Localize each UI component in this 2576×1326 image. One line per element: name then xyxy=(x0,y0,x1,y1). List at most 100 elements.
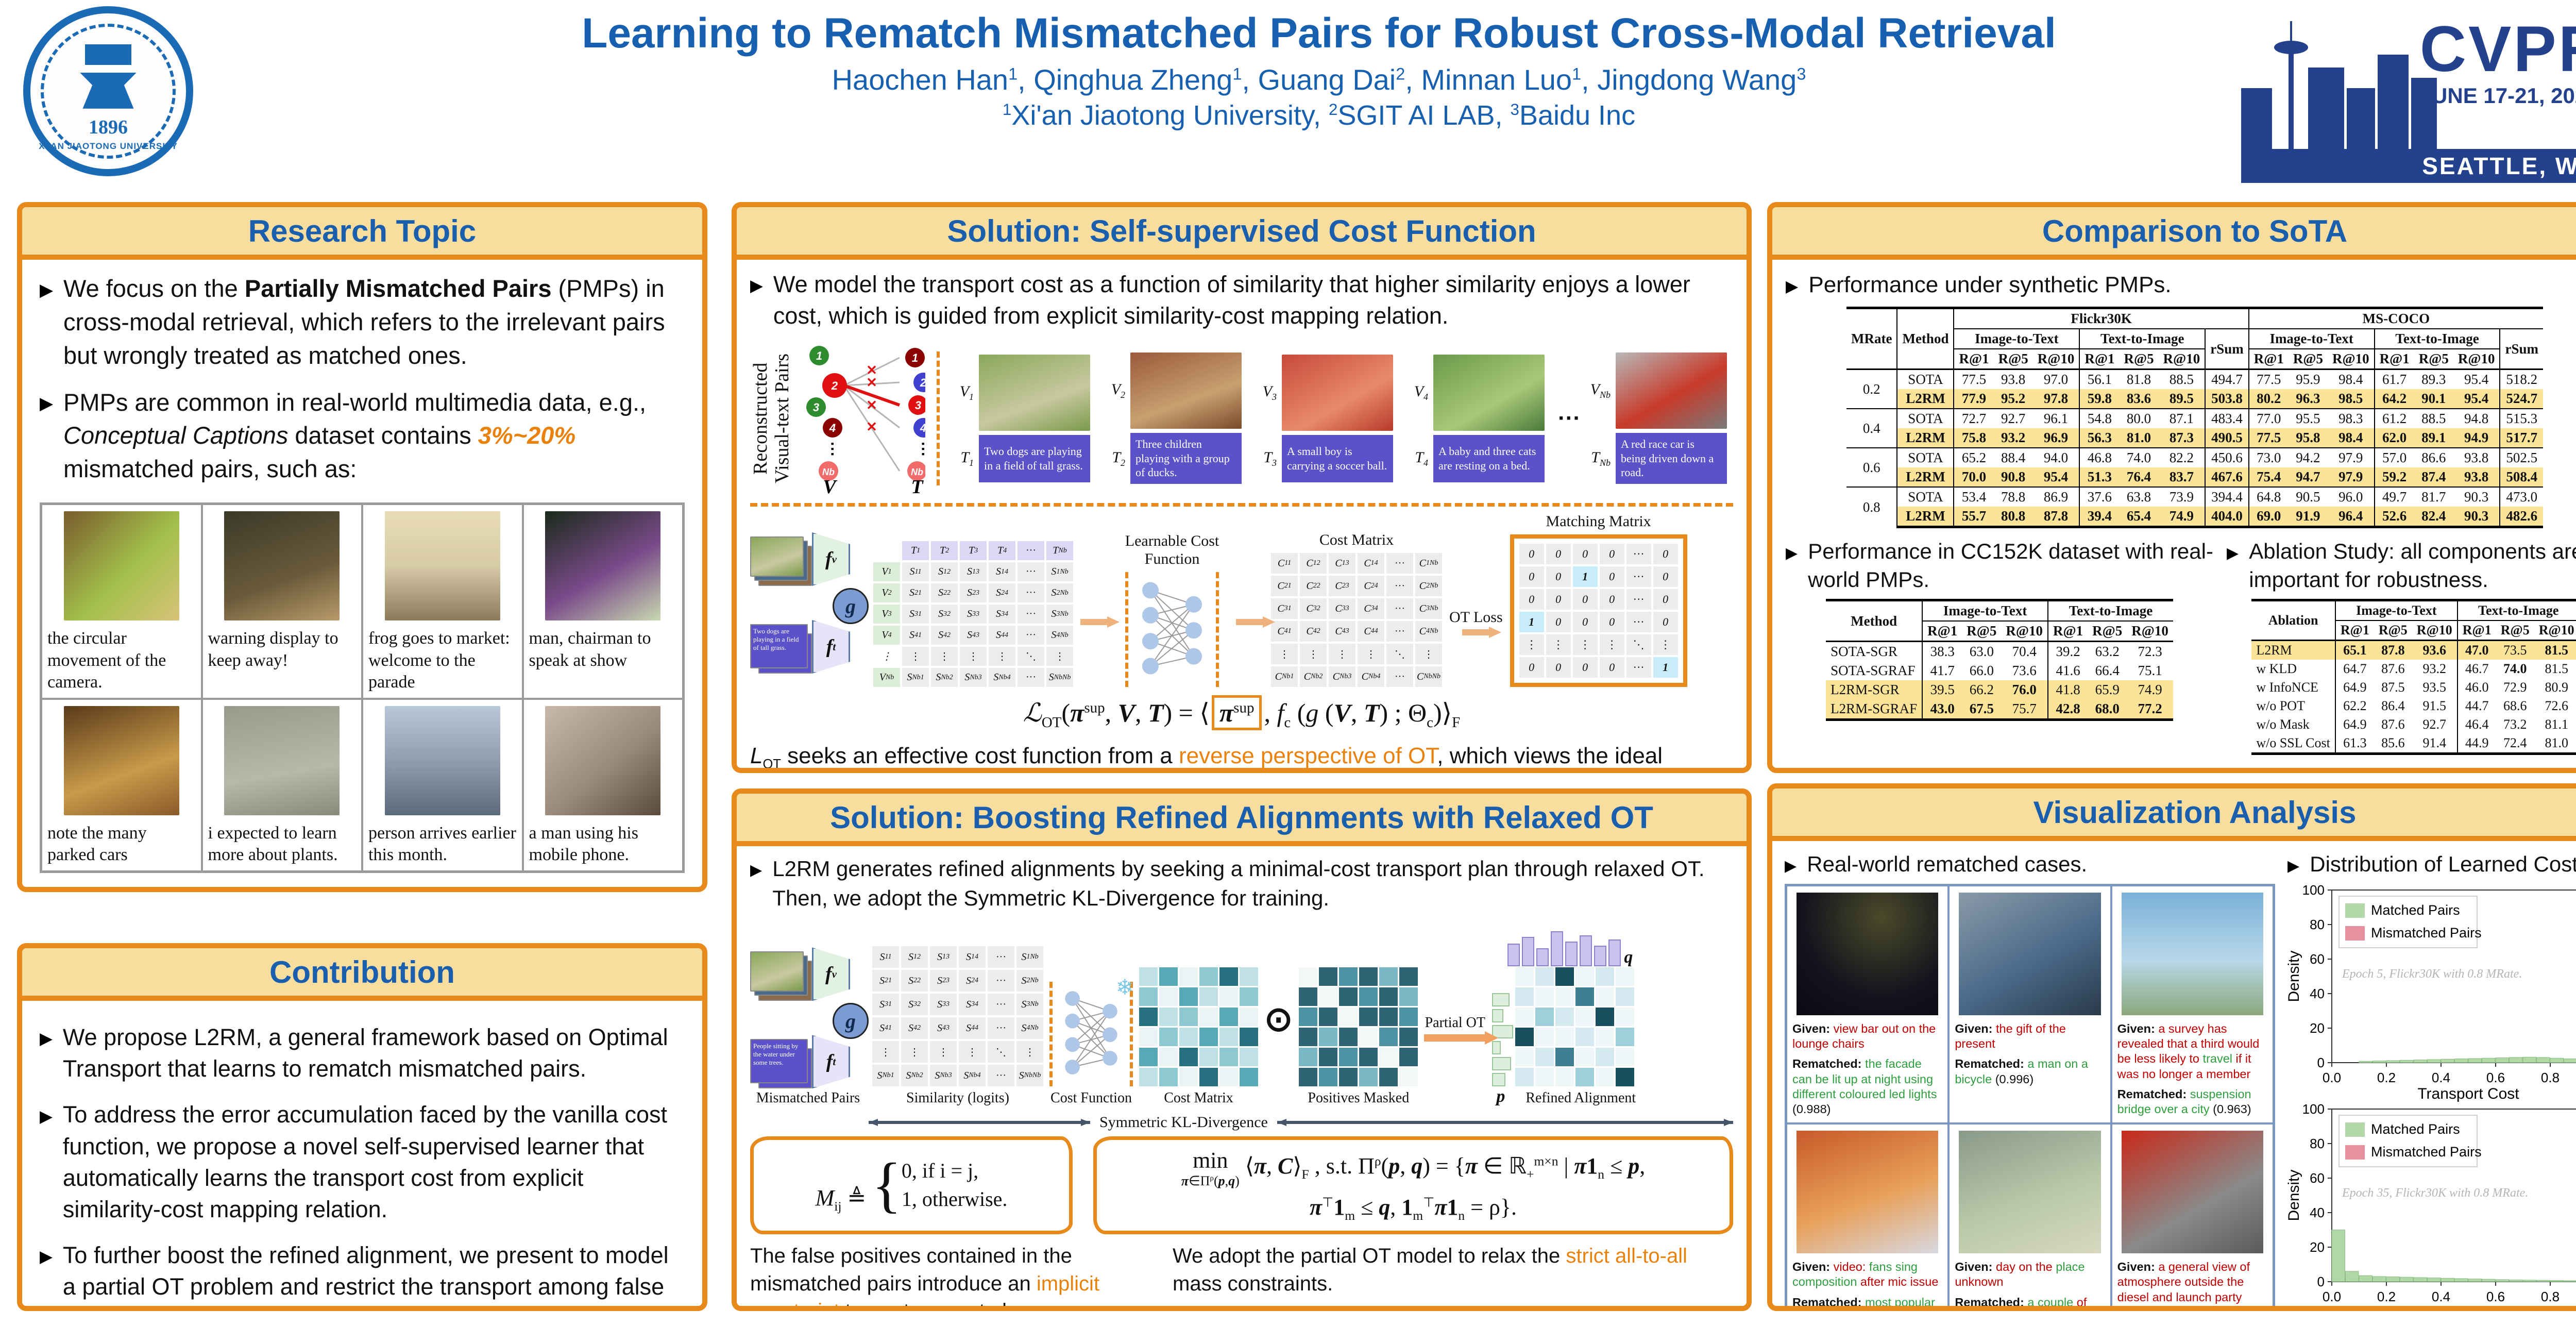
heatmap-cell xyxy=(1299,1068,1318,1087)
matrix-cell: S 34 xyxy=(989,605,1015,624)
matrix-cell: ⋮ xyxy=(1599,634,1624,655)
svg-text:0.2: 0.2 xyxy=(2377,1070,2396,1085)
q-bar xyxy=(1536,948,1549,967)
heatmap-cell xyxy=(1555,1068,1574,1087)
svg-text:Matched Pairs: Matched Pairs xyxy=(2371,902,2460,918)
snowflake-icon: ❄ xyxy=(1115,975,1134,1000)
heatmap-cell xyxy=(1616,967,1634,986)
matrix-cell: S 14 xyxy=(959,946,986,968)
mask-formula: Mij ≜ { 0, if i = j, 1, otherwise. xyxy=(815,1150,1008,1219)
heatmap-cell xyxy=(1139,1048,1158,1067)
matrix-cell: 0 xyxy=(1599,589,1624,610)
matrix-cell: C 41 xyxy=(1271,621,1298,642)
matrix-row-label: V Nb xyxy=(873,668,900,687)
matrix-cell: ⋮ xyxy=(989,647,1015,666)
heatmap-cell xyxy=(1179,967,1198,986)
matrix-cell: S 42 xyxy=(931,626,958,645)
heatmap-cell xyxy=(1199,987,1218,1006)
matrix-cell: ⋮ xyxy=(931,647,958,666)
rematched-case: Given: day on the place unknown Rematched… xyxy=(1948,1123,2111,1309)
svg-text:Nb: Nb xyxy=(911,467,923,477)
partial-ot-label: Partial OT xyxy=(1425,1015,1486,1031)
svg-text:✕: ✕ xyxy=(866,375,877,390)
heatmap-cell xyxy=(1319,1048,1338,1067)
case-rematched-text: Rematched: suspension bridge over a city… xyxy=(2117,1087,2251,1116)
svg-text:0.0: 0.0 xyxy=(2323,1070,2341,1085)
solution2-note-2: We adopt the partial OT model to relax t… xyxy=(1173,1244,1687,1295)
example-cell: the circular movement of the camera. xyxy=(41,504,202,699)
q-label: q xyxy=(1624,948,1633,967)
heatmap-cell xyxy=(1555,1048,1574,1067)
photo-street-market xyxy=(545,706,661,815)
matrix-cell: ··· xyxy=(988,994,1014,1016)
image-index-label: V4 xyxy=(1414,382,1429,402)
input-text: Two dogs are playing in a field of tall … xyxy=(750,624,808,668)
comparison-bullet-3: ▶ Ablation Study: all components are impo… xyxy=(2227,539,2576,592)
case-rematched-text: Rematched: a couple of men stand on a sm… xyxy=(1955,1295,2087,1309)
matrix-cell: C NbNb xyxy=(1415,666,1442,687)
visual-text-card: V2 T2 Three children playing with a group … xyxy=(1103,353,1248,484)
svg-text:4: 4 xyxy=(919,422,925,434)
matrix-cell: S NbNb xyxy=(1046,668,1073,687)
example-cell: note the many parked cars xyxy=(41,698,202,871)
matrix-cell: S 24 xyxy=(959,970,986,992)
heatmap-cell xyxy=(1139,967,1158,986)
matrix-cell: 0 xyxy=(1519,566,1544,587)
matrix-cell: S 14 xyxy=(989,562,1015,581)
panel-visualization-title: Visualization Analysis xyxy=(1772,788,2576,841)
matrix-cell: S 4Nb xyxy=(1046,626,1073,645)
matrix-cell: S 43 xyxy=(960,626,987,645)
matrix-cell: S Nb4 xyxy=(959,1065,986,1087)
photo-tower-bridge xyxy=(2121,892,2263,1015)
svg-text:2: 2 xyxy=(919,376,925,389)
example-caption: man, chairman to speak at show xyxy=(529,629,651,670)
example-cell: person arrives earlier this month. xyxy=(362,698,523,871)
matrix-cell: S 11 xyxy=(902,562,929,581)
heatmap-cell xyxy=(1575,1028,1594,1047)
case-given-text: Given: a survey has revealed that a thir… xyxy=(2117,1021,2260,1081)
matrix-cell: ⋮ xyxy=(1016,1041,1043,1063)
matrix-cell: ··· xyxy=(1018,668,1044,687)
q-bar xyxy=(1551,931,1564,967)
heatmap-cell xyxy=(1299,1008,1318,1027)
solution2-bullet: ▶ L2RM generates refined alignments by se… xyxy=(750,857,1705,910)
svg-text:0.6: 0.6 xyxy=(2486,1289,2505,1304)
example-caption: warning display to keep away! xyxy=(208,629,338,670)
example-caption: a man using his mobile phone. xyxy=(529,823,638,865)
panel-comparison-sota: Comparison to SoTA ▶ Performance under sy… xyxy=(1767,202,2576,773)
case-given-text: Given: a general view of atmosphere outs… xyxy=(2117,1260,2250,1304)
xjtu-year: 1896 xyxy=(89,116,128,139)
panel-contribution: Contribution ▶ We propose L2RM, a general… xyxy=(17,943,707,1311)
research-bullet-1: ▶ We focus on the Partially Mismatched P… xyxy=(40,275,665,369)
card-caption: Three children playing with a group of d… xyxy=(1130,433,1242,484)
matrix-cell: C Nb2 xyxy=(1300,666,1327,687)
photo-dog-grass xyxy=(1433,354,1545,431)
panel-research-topic: Research Topic ▶ We focus on the Partial… xyxy=(17,202,707,892)
ot-loss-label: OT Loss xyxy=(1449,609,1503,626)
positives-masked-heatmap xyxy=(1299,967,1418,1087)
matrix-cell: C 12 xyxy=(1300,553,1327,574)
svg-text:40: 40 xyxy=(2310,1205,2325,1220)
heatmap-cell xyxy=(1139,987,1158,1006)
mismatched-pairs-label: Mismatched Pairs xyxy=(756,1090,860,1106)
example-cell: frog goes to market: welcome to the para… xyxy=(362,504,523,699)
svg-text:0.8: 0.8 xyxy=(2541,1070,2560,1085)
cost-distribution-chart-epoch5: 0204060801000.00.20.40.60.81.0Transport … xyxy=(2287,884,2576,1102)
heatmap-cell xyxy=(1596,1048,1614,1067)
cvpr-skyline-icon xyxy=(2241,21,2437,150)
symmetric-kl-row: Symmetric KL-Divergence xyxy=(869,1114,1734,1131)
heatmap-cell xyxy=(1515,987,1534,1006)
matrix-cell: C 42 xyxy=(1300,621,1327,642)
svg-text:Density: Density xyxy=(2287,950,2302,1002)
rematched-case: Given: a survey has revealed that a thir… xyxy=(2111,885,2274,1123)
photo-night-city xyxy=(1797,892,1939,1015)
matrix-cell: S 34 xyxy=(959,994,986,1016)
svg-text:0.2: 0.2 xyxy=(2377,1289,2396,1304)
svg-text:0.4: 0.4 xyxy=(2432,1070,2450,1085)
cost-learning-flow: f v Two dogs are playing in a field of tal… xyxy=(750,513,1733,687)
matrix-cell: ··· xyxy=(1386,666,1413,687)
image-index-label: V1 xyxy=(959,382,974,402)
matrix-cell: 0 xyxy=(1572,612,1598,632)
